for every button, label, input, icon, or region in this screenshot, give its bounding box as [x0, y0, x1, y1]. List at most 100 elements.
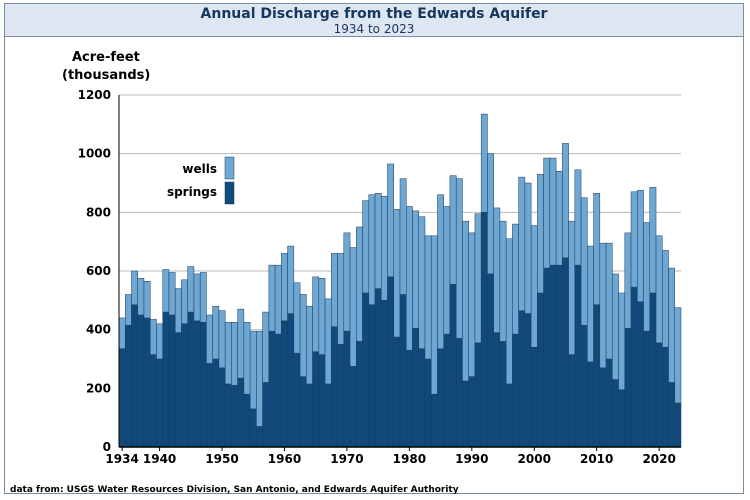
bar-springs-1961: [287, 313, 295, 448]
bar-springs-2011: [599, 367, 607, 448]
bar-wells-1940: [156, 323, 163, 360]
bar-springs-1991: [474, 342, 482, 448]
bar-wells-1945: [187, 266, 195, 313]
bar-wells-1969: [337, 253, 345, 345]
x-tick-label: 1970: [330, 452, 363, 466]
bar-wells-1962: [293, 282, 301, 354]
bar-springs-1942: [168, 314, 176, 448]
bar-springs-1939: [149, 354, 157, 448]
bar-springs-2008: [580, 325, 588, 448]
bar-wells-1935: [124, 294, 132, 326]
bar-wells-1960: [281, 253, 288, 322]
bar-springs-2013: [612, 379, 619, 448]
bar-wells-2022: [668, 267, 676, 383]
bar-wells-1982: [418, 216, 426, 349]
bar-wells-1936: [131, 270, 138, 305]
title-band: Annual Discharge from the Edwards Aquife…: [5, 4, 743, 37]
bar-wells-1943: [174, 288, 182, 333]
bar-springs-1979: [399, 294, 407, 448]
bar-wells-1997: [512, 223, 519, 335]
bar-wells-1952: [231, 322, 238, 386]
bar-springs-1956: [256, 426, 263, 448]
bar-springs-1966: [318, 354, 326, 448]
bar-springs-1934: [118, 348, 126, 448]
y-tick-label: 0: [103, 440, 111, 454]
bar-springs-1972: [356, 341, 363, 448]
bar-wells-1980: [405, 206, 413, 351]
bar-wells-1985: [437, 194, 444, 349]
legend-label-springs: springs: [167, 185, 217, 199]
bar-springs-1943: [174, 332, 182, 448]
bar-wells-1987: [449, 175, 457, 285]
bar-wells-1953: [237, 308, 245, 379]
bar-wells-1993: [487, 153, 494, 275]
bar-springs-1968: [331, 326, 338, 448]
bar-wells-1958: [268, 264, 276, 332]
y-axis-label-line2: (thousands): [62, 68, 151, 83]
bar-wells-1976: [381, 195, 388, 301]
bar-wells-2011: [599, 242, 607, 369]
bar-springs-2015: [624, 327, 632, 448]
y-tick-label: 1000: [78, 147, 111, 161]
bar-springs-2012: [605, 358, 613, 448]
bar-wells-2004: [555, 171, 563, 266]
bar-springs-1936: [131, 304, 138, 448]
bar-wells-1994: [493, 207, 501, 333]
bar-wells-2009: [587, 245, 594, 363]
bar-wells-2016: [630, 191, 638, 288]
bar-wells-1971: [349, 247, 357, 367]
bar-springs-1985: [437, 348, 444, 448]
bar-wells-1977: [387, 163, 395, 278]
bar-wells-2015: [624, 232, 632, 329]
x-tick-label: 2010: [580, 452, 613, 466]
bar-springs-1989: [462, 380, 469, 448]
bar-wells-1984: [430, 235, 438, 395]
bar-wells-1954: [243, 322, 251, 395]
bar-wells-2012: [605, 242, 613, 360]
bar-wells-1961: [287, 245, 295, 314]
bar-springs-1977: [387, 276, 395, 448]
bar-wells-1950: [218, 310, 226, 369]
bar-springs-1954: [243, 393, 251, 448]
bar-springs-1980: [405, 349, 413, 448]
x-tick-label: 2000: [518, 452, 551, 466]
bar-springs-1998: [518, 310, 526, 448]
legend-label-wells: wells: [182, 162, 217, 176]
chart-title: Annual Discharge from the Edwards Aquife…: [200, 6, 548, 22]
bar-springs-2021: [662, 347, 669, 448]
bar-springs-2003: [549, 264, 557, 448]
bar-springs-1997: [512, 333, 519, 448]
bar-springs-1981: [412, 327, 419, 448]
bar-springs-2022: [668, 382, 676, 448]
bar-springs-1946: [193, 320, 201, 448]
bar-wells-1964: [306, 305, 313, 385]
bar-springs-1950: [218, 367, 226, 448]
bar-springs-1952: [231, 385, 238, 448]
bar-springs-1986: [443, 333, 451, 448]
bar-springs-1951: [224, 383, 232, 448]
bar-springs-1965: [312, 351, 320, 448]
bar-wells-1999: [524, 182, 532, 314]
bar-wells-1968: [331, 253, 338, 327]
x-tick-label: 1980: [393, 452, 426, 466]
bar-wells-1937: [137, 278, 145, 316]
bar-wells-2008: [580, 197, 588, 326]
bar-wells-1966: [318, 278, 326, 355]
bar-springs-1976: [381, 300, 388, 448]
bar-wells-1988: [455, 178, 463, 339]
axes-group: 0 200 400 600 800 1000 1200 1934 1940 1950 1960 197…: [78, 88, 681, 466]
bar-springs-1970: [343, 330, 351, 448]
bar-springs-1992: [480, 212, 488, 448]
bar-springs-2004: [555, 264, 563, 448]
bar-springs-1987: [449, 283, 457, 448]
bar-wells-1967: [324, 298, 332, 385]
bar-springs-1940: [156, 358, 163, 448]
bar-wells-1998: [518, 176, 526, 311]
bar-springs-1959: [274, 333, 282, 448]
x-tick-label: 1934: [105, 452, 138, 466]
bar-springs-2001: [537, 292, 544, 448]
bar-springs-1960: [281, 320, 288, 448]
bar-wells-1972: [356, 226, 363, 342]
bar-springs-1988: [455, 338, 463, 448]
